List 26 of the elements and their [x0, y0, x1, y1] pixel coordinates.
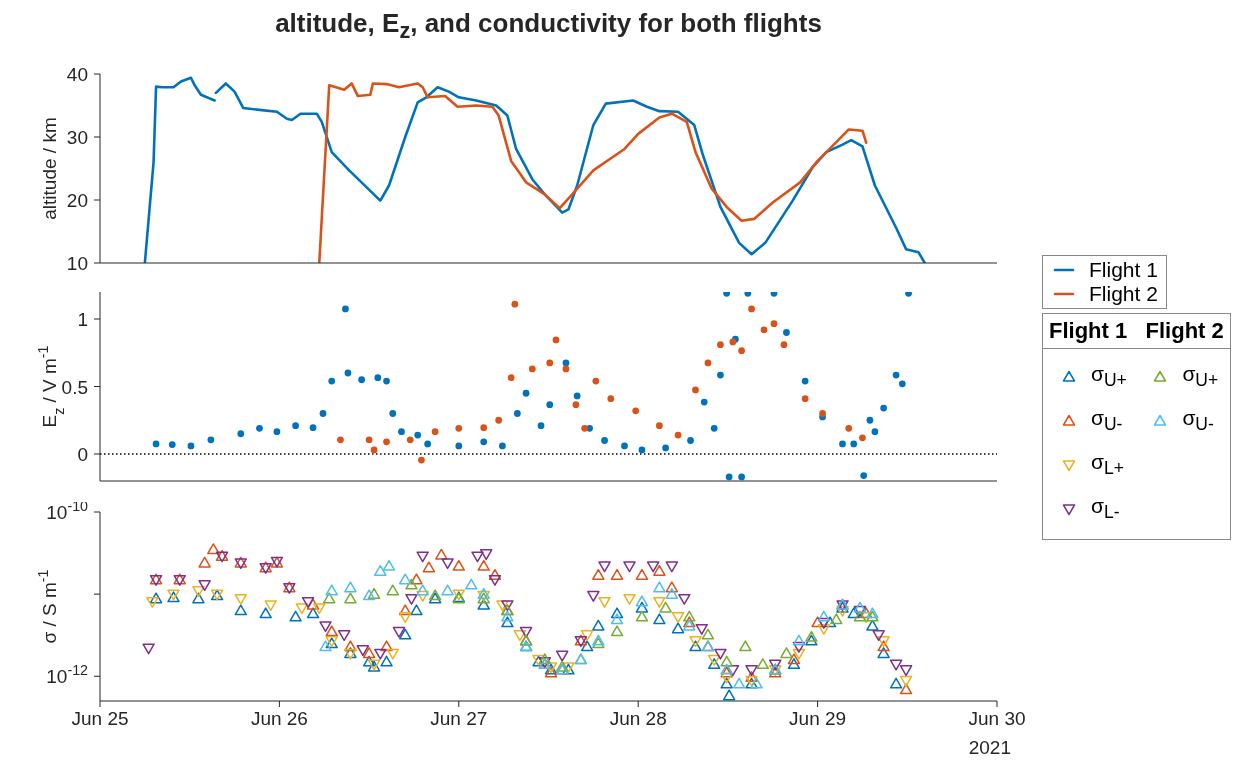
y-tick-label: 0 [77, 444, 88, 465]
x-tick-label: Jun 25 [71, 708, 129, 729]
y-tick-label: 1 [77, 309, 88, 330]
legend-label: Flight 2 [1089, 282, 1158, 306]
y-tick-label: 20 [66, 190, 88, 211]
legend-label: σ$_{U+}$ [1182, 362, 1219, 392]
y-tick-label: 0.5 [61, 376, 88, 398]
y-tick-label: 10$^{-12}$ [46, 662, 89, 688]
legend-label: Flight 1 [1089, 258, 1158, 282]
legend-label: σ$_{L+}$ [1091, 450, 1124, 480]
x-tick-label: Jun 28 [609, 708, 667, 729]
legend-label: σ$_{L-}$ [1091, 494, 1120, 524]
y-tick-label: 10 [66, 253, 88, 274]
chart-title: altitude, E$_{z}$, and conductivity for both flights [274, 8, 823, 45]
x-tick-label: Jun 30 [968, 708, 1026, 729]
y-tick-label: 40 [66, 64, 88, 85]
x-tick-label: Jun 29 [789, 708, 847, 729]
y-axis-title: altitude / km [39, 117, 60, 220]
legend-label: σ$_{U+}$ [1091, 362, 1127, 392]
legend-label: σ$_{U-}$ [1091, 406, 1123, 436]
legend-label: σ$_{U-}$ [1182, 406, 1214, 436]
text: 2021 [968, 737, 1011, 759]
x-tick-label: Jun 26 [250, 708, 308, 729]
legend-title: Flight 1 Flight 2 [1043, 314, 1230, 349]
y-tick-label: 30 [66, 127, 88, 148]
x-tick-label: Jun 27 [430, 708, 488, 729]
